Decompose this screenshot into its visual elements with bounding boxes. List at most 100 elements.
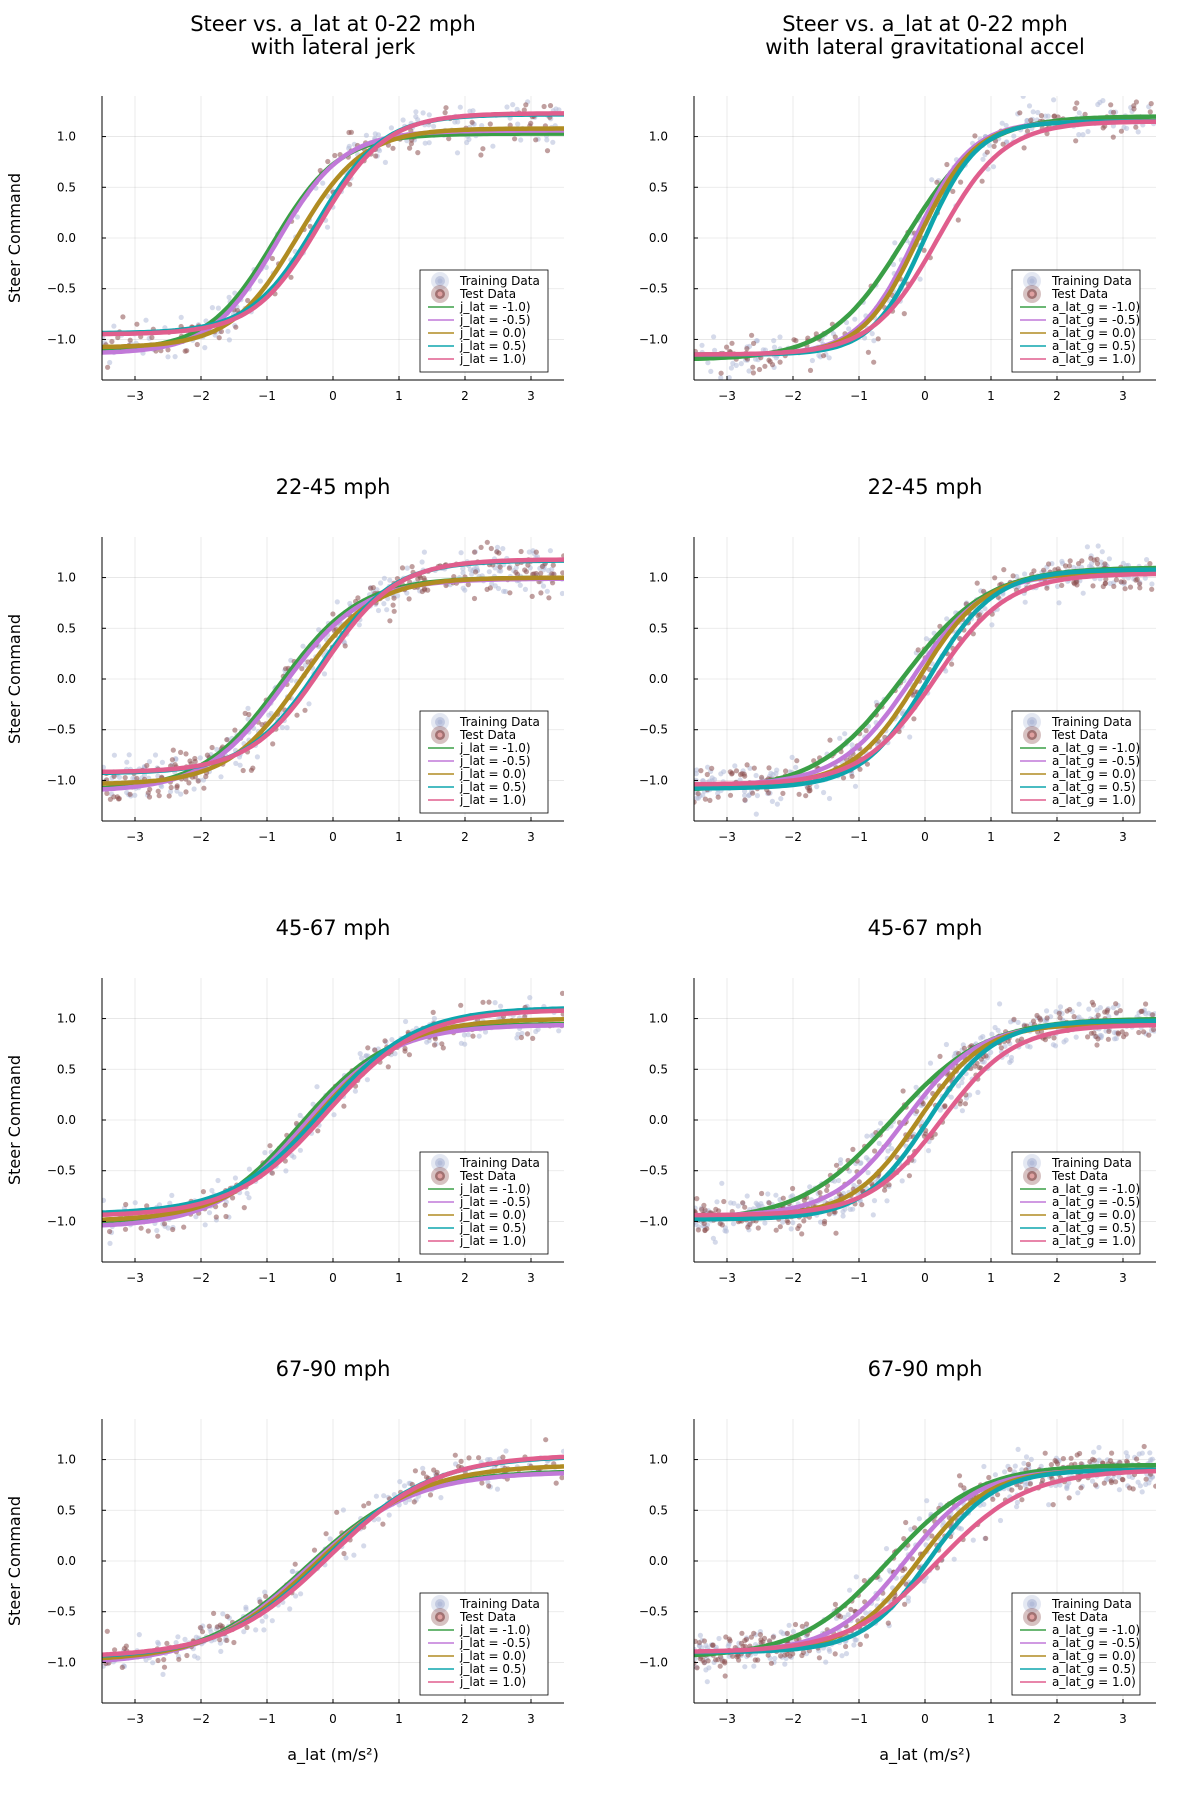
training-point: [458, 550, 464, 556]
test-point: [1143, 1476, 1149, 1482]
training-point: [460, 566, 466, 572]
subplot-title: 22-45 mph: [868, 475, 983, 499]
training-point: [890, 261, 897, 268]
test-point: [1042, 1450, 1048, 1456]
test-point: [440, 1045, 446, 1051]
test-point: [727, 769, 733, 775]
test-point: [500, 1454, 506, 1460]
test-point: [446, 136, 452, 142]
test-point: [538, 570, 544, 576]
test-point: [514, 571, 521, 577]
x-tick-label: −2: [784, 389, 802, 403]
test-point: [727, 792, 734, 798]
test-point: [186, 780, 192, 786]
test-point: [722, 1673, 728, 1679]
test-point: [759, 1190, 765, 1197]
test-point: [1106, 1028, 1112, 1034]
training-point: [403, 1018, 409, 1025]
training-point: [150, 1660, 156, 1666]
test-point: [1137, 581, 1143, 587]
test-point: [311, 1547, 318, 1553]
test-point: [759, 774, 765, 781]
training-point: [544, 137, 550, 143]
training-point: [132, 1200, 138, 1206]
x-tick-label: 0: [329, 830, 337, 844]
test-point: [1011, 1016, 1017, 1023]
test-point: [365, 1045, 371, 1051]
test-point: [1087, 1459, 1093, 1465]
test-point: [695, 791, 701, 797]
legend-marker-inner: [437, 291, 443, 297]
training-point: [209, 1187, 215, 1194]
test-point: [138, 1225, 144, 1231]
test-point: [733, 768, 740, 774]
test-point: [1115, 1030, 1121, 1036]
training-point: [143, 317, 149, 323]
y-tick-label: 1.0: [649, 130, 668, 144]
legend-label: j_lat = 1.0): [459, 1675, 526, 1689]
legend-label: Test Data: [1051, 728, 1108, 742]
test-point: [476, 1455, 482, 1461]
x-tick-label: 2: [461, 1712, 469, 1726]
training-point: [869, 331, 875, 337]
training-point: [492, 1000, 498, 1006]
y-tick-label: 1.0: [649, 1012, 668, 1026]
training-point: [498, 1003, 504, 1009]
training-point: [754, 338, 760, 344]
x-tick-label: 2: [461, 830, 469, 844]
training-point: [1019, 1467, 1025, 1473]
test-point: [1066, 1495, 1072, 1501]
training-point: [790, 1220, 796, 1226]
training-point: [490, 143, 496, 149]
legend-marker-inner: [1029, 1614, 1035, 1620]
test-point: [1147, 109, 1153, 115]
test-point: [146, 794, 153, 800]
test-point: [766, 765, 772, 771]
training-point: [1149, 1456, 1155, 1462]
training-point: [504, 104, 510, 110]
test-point: [209, 744, 215, 751]
test-point: [1055, 566, 1061, 572]
test-point: [1060, 1456, 1066, 1462]
training-point: [426, 112, 432, 118]
test-point: [961, 1045, 968, 1051]
test-point: [533, 570, 539, 577]
legend-label: Training Data: [1051, 1156, 1132, 1170]
test-point: [1088, 1030, 1094, 1036]
test-point: [250, 765, 256, 771]
training-point: [884, 1198, 890, 1204]
test-point: [479, 1480, 485, 1486]
training-point: [1080, 132, 1086, 138]
training-point: [1106, 1014, 1112, 1020]
training-point: [1003, 122, 1009, 129]
test-point: [315, 1128, 321, 1134]
title-line: 67-90 mph: [276, 1357, 391, 1381]
test-point: [824, 1187, 830, 1193]
test-point: [770, 1634, 776, 1640]
test-point: [915, 647, 921, 653]
test-point: [165, 347, 171, 353]
legend-marker-inner: [437, 1160, 443, 1166]
training-point: [742, 792, 748, 799]
subplot-title: 45-67 mph: [868, 916, 983, 940]
test-point: [391, 595, 397, 601]
y-axis-label: Steer Command: [5, 1496, 24, 1626]
test-point: [195, 778, 201, 784]
x-tick-label: 1: [395, 1712, 403, 1726]
training-point: [294, 214, 300, 220]
training-point: [726, 375, 732, 380]
training-point: [1149, 581, 1155, 587]
training-point: [136, 1632, 142, 1638]
training-point: [375, 607, 382, 614]
legend-box: [1011, 710, 1141, 814]
test-point: [546, 595, 552, 601]
training-point: [1028, 1456, 1034, 1462]
test-point: [863, 1633, 870, 1639]
test-point: [773, 1227, 779, 1233]
test-point: [790, 1651, 796, 1657]
training-point: [291, 1154, 297, 1160]
test-point: [1051, 113, 1058, 119]
x-tick-label: −1: [258, 830, 276, 844]
